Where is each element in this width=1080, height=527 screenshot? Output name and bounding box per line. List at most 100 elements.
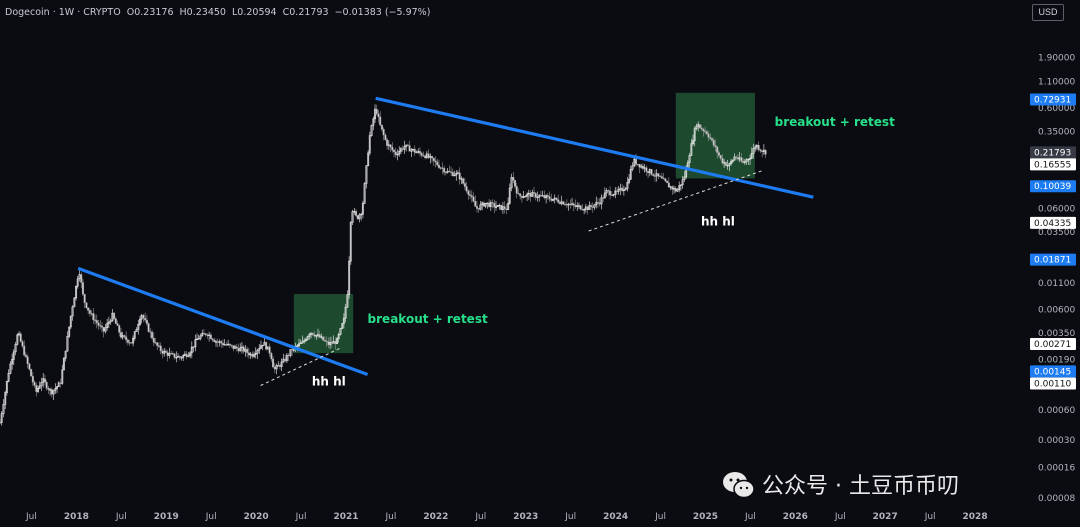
candle (26, 354, 29, 369)
candle (755, 144, 758, 151)
candle (69, 315, 72, 330)
candle (436, 158, 439, 167)
candle (558, 200, 561, 205)
candle (659, 174, 662, 178)
candle (266, 346, 269, 350)
candle (586, 205, 589, 215)
candle (125, 331, 128, 344)
x-tick-label: Jul (384, 512, 396, 522)
candle (107, 316, 110, 328)
candle (175, 351, 178, 363)
annotation-label: breakout + retest (775, 115, 895, 129)
candle (444, 171, 447, 176)
y-tick-label: 0.60000 (1038, 104, 1075, 114)
candle (417, 148, 420, 154)
candle (496, 204, 499, 208)
currency-selector[interactable]: USD (1032, 4, 1064, 21)
candle (61, 364, 64, 385)
candle (221, 339, 224, 348)
candle (747, 158, 750, 165)
candle (584, 203, 587, 213)
candle (289, 349, 292, 358)
candle (434, 156, 437, 168)
candle (47, 385, 50, 394)
candle (31, 372, 34, 387)
candle (660, 172, 663, 179)
candle (106, 318, 109, 331)
candle (548, 191, 551, 202)
resistance-2021-line (375, 96, 814, 199)
candle (709, 133, 712, 141)
candle (624, 187, 627, 191)
candle (249, 351, 252, 359)
candle (135, 327, 138, 333)
candle (356, 214, 359, 220)
candle (237, 343, 240, 354)
candle (178, 355, 181, 361)
candle (657, 173, 660, 180)
candle (482, 201, 485, 208)
candle (365, 165, 368, 189)
price-tag-value: 0.00271 (1034, 340, 1071, 350)
x-tick-label: 2025 (693, 512, 718, 522)
candle (304, 337, 307, 343)
candle (339, 327, 342, 336)
candle (187, 352, 190, 358)
candle (318, 330, 321, 339)
candle (750, 147, 753, 160)
candle (206, 333, 209, 339)
candle (35, 382, 38, 397)
candle (100, 322, 103, 333)
candle (415, 150, 418, 154)
candle (481, 201, 484, 211)
candle (550, 193, 553, 202)
candle (268, 343, 271, 357)
candle (740, 152, 743, 163)
candle (488, 198, 491, 208)
symbol-header: Dogecoin · 1W · CRYPTO O0.23176 H0.23450… (5, 7, 431, 18)
candle (282, 353, 285, 364)
watermark-text: 公众号 · 土豆币币叨 (762, 474, 959, 499)
candle (761, 150, 764, 158)
candle (152, 332, 155, 347)
candle (662, 173, 665, 180)
candle (342, 313, 345, 329)
candle (209, 332, 212, 340)
candle (698, 124, 701, 129)
candle (386, 137, 389, 150)
candle (315, 334, 318, 340)
candle (346, 290, 349, 309)
candle (12, 349, 15, 366)
candle (631, 162, 634, 172)
candle (144, 312, 147, 323)
candle (683, 171, 686, 182)
candle (514, 179, 517, 189)
candle (62, 357, 65, 371)
candle (123, 334, 126, 339)
y-tick-label: 1.10000 (1038, 78, 1075, 88)
candle (515, 182, 518, 199)
candle (674, 186, 677, 194)
candle (349, 221, 352, 265)
candle (387, 140, 390, 151)
candle (154, 338, 157, 345)
candle (609, 186, 612, 200)
x-tick-label: 2027 (873, 512, 898, 522)
candle (743, 158, 746, 165)
candle (728, 162, 731, 172)
candle (280, 358, 283, 372)
candle (24, 352, 27, 359)
candle (692, 134, 695, 146)
candle (465, 182, 468, 194)
candle (569, 199, 572, 209)
candle (405, 144, 408, 152)
candle (126, 338, 129, 346)
candle (182, 354, 185, 362)
candle (256, 348, 259, 359)
candle (595, 196, 598, 209)
candle (215, 339, 218, 347)
candle (75, 285, 78, 301)
candle (308, 332, 311, 340)
candle (724, 161, 727, 167)
